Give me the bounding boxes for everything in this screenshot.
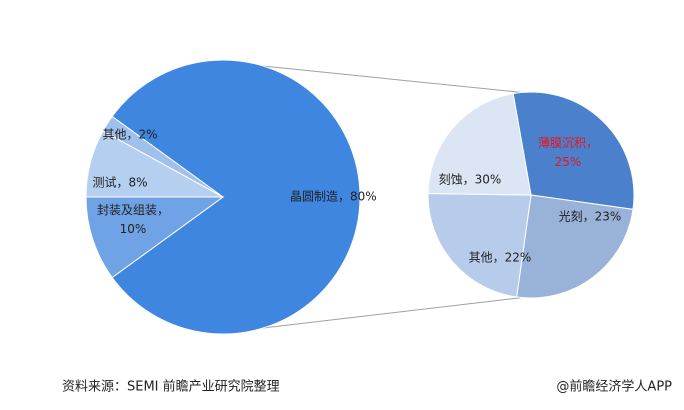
data-label: 其他，2%	[102, 128, 157, 142]
connector-line	[262, 65, 528, 94]
pie-slice	[516, 194, 634, 299]
pie-slice	[102, 115, 224, 198]
label-line: 封装及组装，	[97, 203, 169, 217]
pie-slice	[512, 91, 635, 210]
credit: @前瞻经济学人APP	[556, 379, 672, 395]
label-line: 10%	[120, 222, 147, 236]
pie-slice	[111, 59, 361, 335]
data-label: 封装及组装， 10%	[97, 203, 169, 236]
connector-line	[262, 296, 528, 329]
data-label: 其他，22%	[469, 251, 532, 265]
data-label: 薄膜沉积， 25%	[538, 135, 598, 169]
data-label: 测试，8%	[92, 175, 147, 190]
label-line: 薄膜沉积，	[538, 135, 598, 150]
source-note: 资料来源：SEMI 前瞻产业研究院整理	[62, 379, 280, 395]
pie-slice	[427, 92, 532, 196]
label-line: 25%	[555, 155, 582, 169]
pie-slice	[85, 196, 225, 279]
data-label: 晶圆制造，80%	[290, 190, 377, 204]
data-label: 光刻，23%	[559, 210, 622, 224]
data-label: 刻蚀，30%	[439, 173, 502, 187]
pie-slice	[427, 193, 532, 298]
